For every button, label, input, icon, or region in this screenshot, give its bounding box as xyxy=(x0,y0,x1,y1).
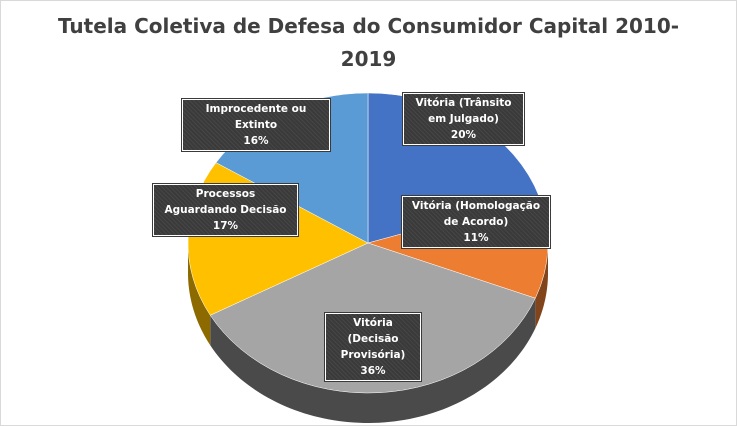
slice-label-name: Improcedente ou Extinto xyxy=(205,103,307,131)
slice-label-aguardando: Processos Aguardando Decisão 17% xyxy=(152,183,299,237)
slice-label-improcedente: Improcedente ou Extinto 16% xyxy=(181,98,331,152)
pie-slice-side xyxy=(188,244,211,346)
slice-label-name: Vitória (Trânsito em Julgado) xyxy=(415,97,512,125)
slice-label-name: Vitória (Homologação de Acordo) xyxy=(411,200,541,228)
pie-side-walls xyxy=(188,243,548,423)
pie-slice-side xyxy=(535,243,548,329)
slice-label-value: 16% xyxy=(243,135,269,147)
slice-label-transito: Vitória (Trânsito em Julgado) 20% xyxy=(402,92,525,146)
slice-label-homologacao: Vitória (Homologação de Acordo) 11% xyxy=(401,195,551,249)
slice-label-value: 20% xyxy=(450,129,477,141)
slice-label-value: 17% xyxy=(212,220,239,232)
slice-label-name: Processos Aguardando Decisão xyxy=(164,188,287,216)
slice-label-value: 11% xyxy=(463,232,489,244)
slice-label-provisoria: Vitória (Decisão Provisória) 36% xyxy=(324,312,422,382)
slice-label-value: 36% xyxy=(360,365,386,377)
slice-label-name: Vitória (Decisão Provisória) xyxy=(340,317,406,361)
pie-slice-side xyxy=(210,298,536,423)
chart-title: Tutela Coletiva de Defesa do Consumidor … xyxy=(57,14,680,71)
